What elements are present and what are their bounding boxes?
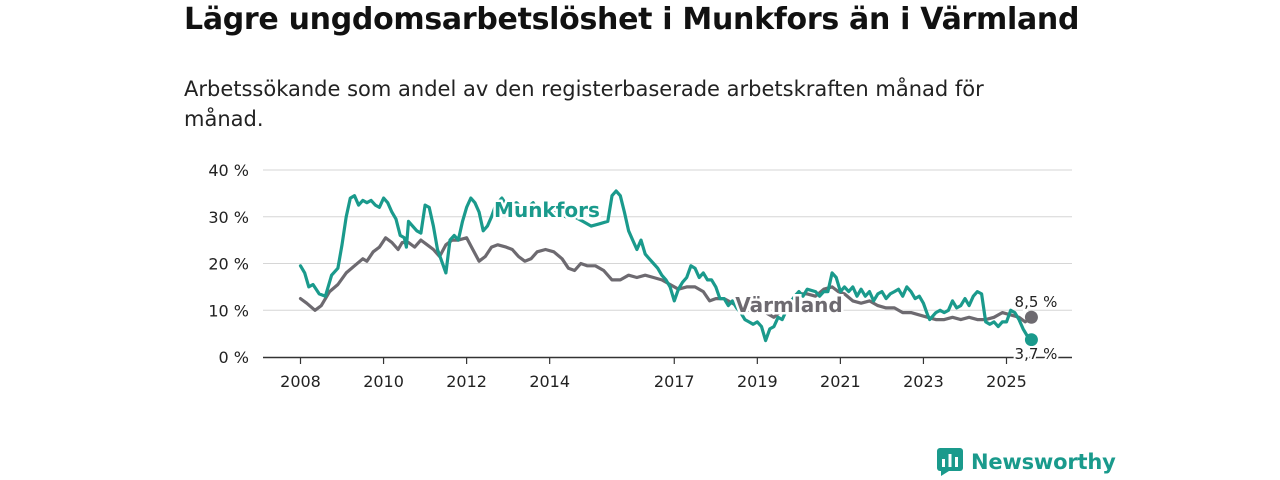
x-axis: 2008 2010 2012 2014 2017 2019 2021 2023 2025 — [280, 357, 1027, 391]
y-tick-label: 20 % — [208, 255, 249, 274]
x-tick-label: 2014 — [529, 372, 570, 391]
x-tick-label: 2010 — [363, 372, 404, 391]
newsworthy-logo: Newsworthy — [937, 448, 1116, 476]
end-point-munkfors — [1024, 333, 1038, 347]
chart-title: Lägre ungdomsarbetslöshet i Munkfors än … — [184, 2, 1080, 37]
series-labels: Munkfors Värmland 8,5 % 3,7 % — [492, 196, 1060, 366]
x-tick-label: 2017 — [654, 372, 695, 391]
x-tick-label: 2019 — [737, 372, 778, 391]
end-label-munkfors: 3,7 % — [1015, 345, 1058, 363]
x-tick-label: 2021 — [820, 372, 861, 391]
x-tick-label: 2008 — [280, 372, 321, 391]
y-tick-label: 0 % — [219, 348, 249, 367]
x-tick-label: 2012 — [446, 372, 487, 391]
series-lines — [298, 189, 1038, 347]
series-label-munkfors: Munkfors — [494, 198, 600, 222]
y-tick-label: 30 % — [208, 208, 249, 227]
series-line-munkfors — [298, 189, 1033, 343]
series-line-varmland — [298, 236, 1033, 324]
bar-chart-badge-icon — [937, 448, 963, 476]
chart-subtitle: Arbetssökande som andel av den registerb… — [184, 77, 984, 131]
y-tick-label: 10 % — [208, 301, 249, 320]
x-tick-label: 2025 — [986, 372, 1027, 391]
x-tick-label: 2023 — [903, 372, 944, 391]
series-label-varmland: Värmland — [735, 293, 843, 317]
y-tick-label: 40 % — [208, 161, 249, 180]
end-label-varmland: 8,5 % — [1015, 293, 1058, 311]
brand-name: Newsworthy — [971, 450, 1116, 474]
end-point-varmland — [1024, 310, 1038, 324]
y-axis: 0 % 10 % 20 % 30 % 40 % — [208, 161, 249, 367]
